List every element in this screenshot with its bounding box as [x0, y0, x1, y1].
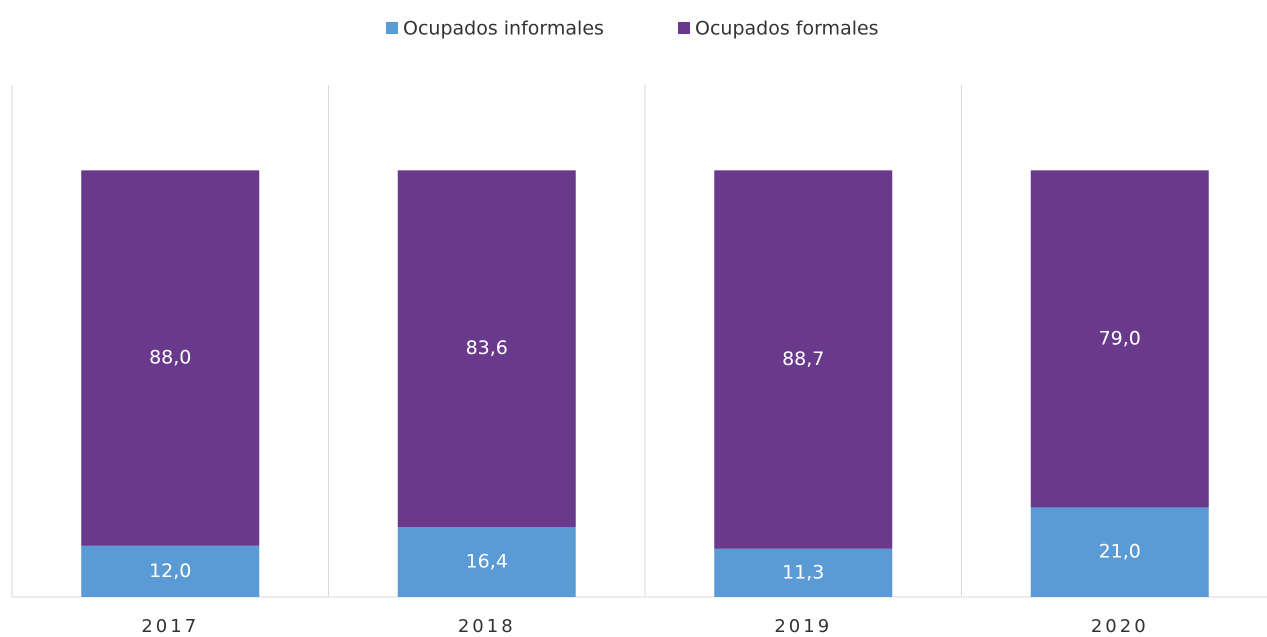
bar-segment — [714, 548, 893, 597]
data-label: 88,7 — [782, 348, 824, 370]
bar-segment — [81, 545, 260, 597]
bar-segment — [714, 170, 893, 549]
data-label: 21,0 — [1099, 541, 1141, 563]
bar-segment — [397, 170, 576, 528]
bar-segment — [81, 170, 260, 546]
data-label: 11,3 — [782, 561, 824, 583]
x-tick-label: 2018 — [458, 616, 516, 637]
x-tick-label: 2020 — [1091, 616, 1149, 637]
x-tick-label: 2019 — [774, 616, 832, 637]
bar-segment — [1030, 170, 1209, 508]
data-label: 88,0 — [149, 347, 191, 369]
legend-label: Ocupados formales — [695, 18, 879, 40]
x-tick-label: 2017 — [141, 616, 199, 637]
data-label: 12,0 — [149, 560, 191, 582]
bar-segment — [397, 527, 576, 597]
data-label: 79,0 — [1099, 327, 1141, 349]
legend-swatch — [386, 22, 398, 34]
legend-label: Ocupados informales — [403, 18, 604, 40]
data-label: 83,6 — [466, 337, 508, 359]
legend-swatch — [678, 22, 690, 34]
bar-segment — [1030, 507, 1209, 597]
data-label: 16,4 — [466, 551, 508, 573]
